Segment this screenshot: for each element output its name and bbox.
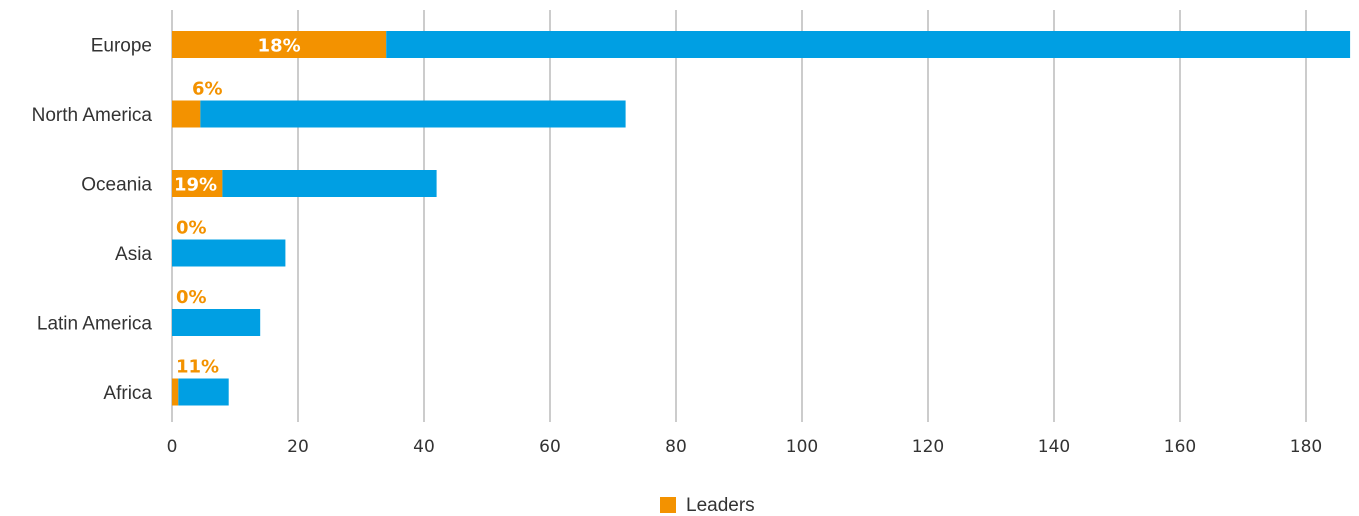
- x-tick-label: 160: [1164, 437, 1196, 457]
- category-label: Latin America: [37, 314, 153, 335]
- bar-others-2: [222, 170, 437, 197]
- bar-others-1: [200, 100, 626, 128]
- bar-leaders-5: [172, 378, 179, 406]
- x-tick-label: 60: [539, 437, 561, 457]
- x-tick-label: 20: [287, 437, 309, 457]
- data-labels: 18% 6% 19% 0% 0% 11%: [174, 36, 301, 378]
- data-label: 0%: [176, 218, 207, 239]
- x-axis-ticks: 0 20 40 60 80 100 120 140 160 180: [167, 437, 1323, 457]
- x-tick-label: 120: [912, 437, 944, 457]
- category-label: Europe: [91, 36, 152, 57]
- x-tick-label: 100: [786, 437, 818, 457]
- data-label: 6%: [192, 79, 223, 100]
- x-tick-label: 180: [1290, 437, 1322, 457]
- category-label: Oceania: [81, 175, 152, 196]
- bar-others-0: [386, 31, 1351, 58]
- category-labels: Europe North America Oceania Asia Latin Amer…: [32, 36, 153, 405]
- x-tick-label: 80: [665, 437, 687, 457]
- x-tick-label: 0: [167, 437, 178, 457]
- bar-leaders-2: [172, 170, 223, 197]
- bar-leaders-0: [172, 31, 387, 58]
- bar-others-3: [172, 239, 286, 267]
- category-label: Africa: [103, 383, 152, 404]
- gridlines: [171, 10, 1307, 422]
- legend-label-leaders: Leaders: [686, 495, 755, 516]
- legend: Leaders: [660, 495, 755, 516]
- category-label: Asia: [115, 244, 152, 265]
- legend-swatch-leaders: [660, 497, 676, 513]
- data-label: 18%: [258, 36, 301, 57]
- data-label: 11%: [176, 357, 219, 378]
- category-label: North America: [32, 105, 153, 126]
- data-label: 19%: [174, 175, 217, 196]
- x-tick-label: 140: [1038, 437, 1070, 457]
- bar-leaders-1: [172, 100, 201, 128]
- bar-others-4: [172, 309, 261, 336]
- bar-others-5: [178, 378, 229, 406]
- x-tick-label: 40: [413, 437, 435, 457]
- data-label: 0%: [176, 287, 207, 308]
- bars: [172, 31, 1351, 406]
